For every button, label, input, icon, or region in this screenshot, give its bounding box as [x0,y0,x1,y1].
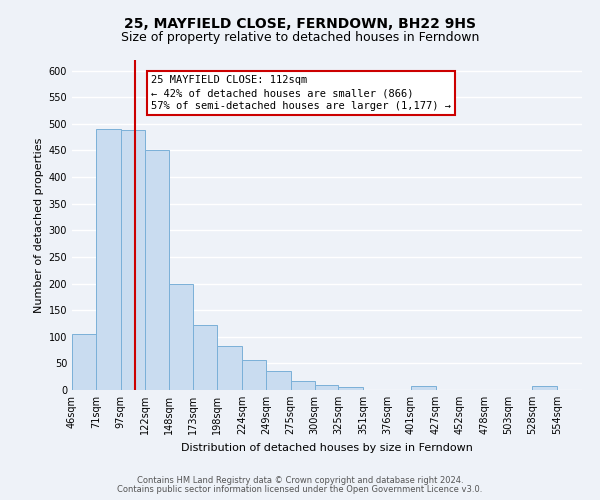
Bar [145,150,169,390]
Bar [121,130,145,390]
X-axis label: Distribution of detached houses by size in Ferndown: Distribution of detached houses by size … [181,442,473,452]
Text: Size of property relative to detached houses in Ferndown: Size of property relative to detached ho… [121,31,479,44]
Bar [266,372,291,390]
Bar [532,386,557,390]
Bar [72,334,96,390]
Bar [96,129,121,390]
Bar [411,386,436,390]
Text: Contains HM Land Registry data © Crown copyright and database right 2024.: Contains HM Land Registry data © Crown c… [137,476,463,485]
Bar [314,384,338,390]
Text: 25 MAYFIELD CLOSE: 112sqm
← 42% of detached houses are smaller (866)
57% of semi: 25 MAYFIELD CLOSE: 112sqm ← 42% of detac… [151,75,451,112]
Bar [242,360,266,390]
Y-axis label: Number of detached properties: Number of detached properties [34,138,44,312]
Text: Contains public sector information licensed under the Open Government Licence v3: Contains public sector information licen… [118,485,482,494]
Bar [338,388,363,390]
Bar [217,346,242,390]
Bar [291,382,314,390]
Text: 25, MAYFIELD CLOSE, FERNDOWN, BH22 9HS: 25, MAYFIELD CLOSE, FERNDOWN, BH22 9HS [124,18,476,32]
Bar [169,284,193,390]
Bar [193,324,217,390]
